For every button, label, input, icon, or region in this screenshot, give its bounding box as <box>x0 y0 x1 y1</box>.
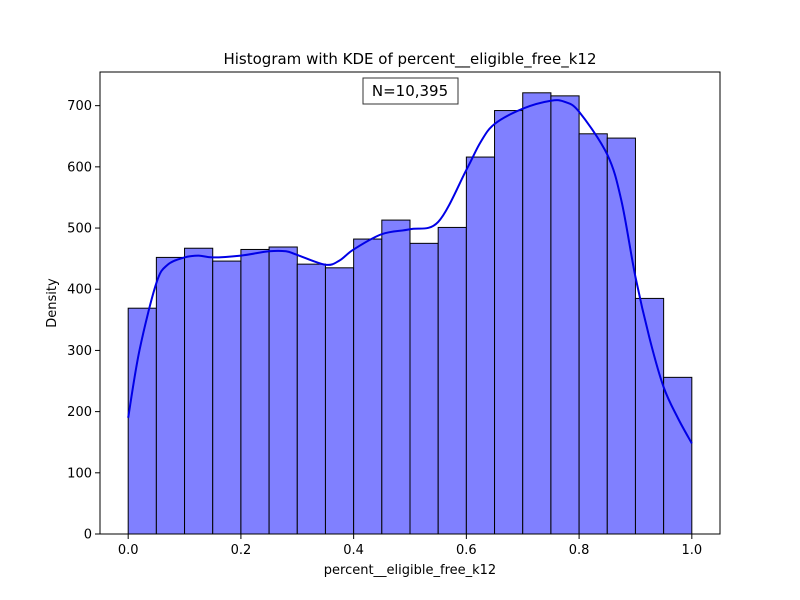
histogram-bar <box>296 263 326 535</box>
histogram-bar <box>324 267 355 535</box>
annotation-box <box>362 77 459 105</box>
histogram-bar <box>212 260 242 535</box>
histogram-bar <box>522 92 552 535</box>
y-tick-label: 400 <box>67 283 92 298</box>
histogram-bar <box>240 248 270 535</box>
annotation-text: N=10,395 <box>372 82 448 100</box>
x-tick-label: 1.0 <box>681 543 702 558</box>
x-tick-label: 0.2 <box>231 543 252 558</box>
x-tick-label: 0.8 <box>569 543 590 558</box>
histogram-bar <box>353 238 383 535</box>
histogram-bar <box>268 246 298 535</box>
y-tick-label: 100 <box>67 466 92 481</box>
chart-title: Histogram with KDE of percent__eligible_… <box>223 50 596 69</box>
histogram-bar <box>409 242 439 535</box>
kde-curve <box>127 99 693 444</box>
y-axis: 0 100 200 300 400 500 600 700 <box>67 99 100 543</box>
histogram-bar <box>494 110 524 535</box>
x-axis-label: percent__eligible_free_k12 <box>324 563 496 578</box>
histogram-bar <box>381 219 411 535</box>
histogram-bar <box>634 297 665 535</box>
kde-layer <box>127 99 693 444</box>
y-tick-label: 500 <box>67 222 92 237</box>
x-tick-label: 0.4 <box>343 543 364 558</box>
histogram-bar <box>184 247 214 535</box>
y-tick-label: 200 <box>67 405 92 420</box>
histogram-bar <box>465 156 496 535</box>
plot-frame <box>99 71 721 535</box>
x-axis: 0.0 0.2 0.4 0.6 0.8 1.0 <box>118 534 702 558</box>
x-tick-label: 0.0 <box>118 543 139 558</box>
histogram-bar <box>437 226 467 535</box>
histogram-bar <box>550 95 580 535</box>
y-axis-label: Density <box>45 278 60 328</box>
histogram-bar <box>127 307 157 535</box>
y-tick-label: 700 <box>67 99 92 114</box>
y-tick-label: 0 <box>84 528 92 543</box>
histogram-bars <box>127 92 693 535</box>
count-annotation: N=10,395 <box>362 77 459 105</box>
y-tick-label: 600 <box>67 160 92 175</box>
histogram-bar <box>578 133 608 535</box>
histogram-bar <box>663 376 693 535</box>
y-tick-label: 300 <box>67 344 92 359</box>
histogram-bar <box>155 256 186 535</box>
x-tick-label: 0.6 <box>456 543 477 558</box>
